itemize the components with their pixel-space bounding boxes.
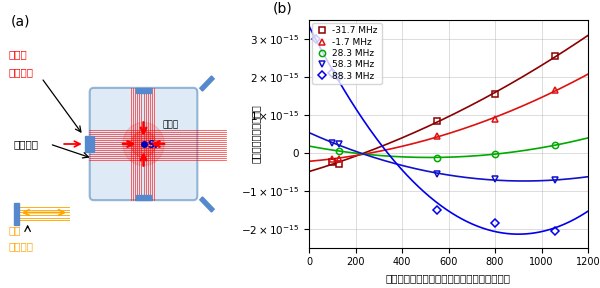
-31.7 MHz <box>491 92 499 96</box>
58.3 MHz <box>552 179 559 182</box>
Text: (a): (a) <box>11 14 31 29</box>
Line: 58.3 MHz: 58.3 MHz <box>329 140 559 183</box>
Polygon shape <box>200 76 214 91</box>
Text: 光共振器: 光共振器 <box>14 139 39 149</box>
Text: 冷却光: 冷却光 <box>163 121 179 130</box>
88.3 MHz <box>552 229 559 232</box>
-1.7 MHz <box>433 134 440 138</box>
Text: レーザー: レーザー <box>8 241 33 251</box>
-1.7 MHz <box>335 157 343 160</box>
-1.7 MHz <box>552 89 559 92</box>
Text: 光格子: 光格子 <box>8 50 27 60</box>
-31.7 MHz <box>552 54 559 58</box>
Bar <box>14 203 19 225</box>
Circle shape <box>131 131 156 157</box>
Line: -1.7 MHz: -1.7 MHz <box>329 87 559 162</box>
88.3 MHz <box>433 208 440 211</box>
FancyBboxPatch shape <box>90 88 197 200</box>
-1.7 MHz <box>329 157 336 160</box>
28.3 MHz <box>433 156 440 160</box>
X-axis label: トラップ深さ　（光子反跳エネルギー単位）: トラップ深さ （光子反跳エネルギー単位） <box>386 273 511 283</box>
28.3 MHz <box>552 143 559 147</box>
Bar <box>89 136 94 152</box>
28.3 MHz <box>491 152 499 155</box>
88.3 MHz <box>335 75 343 79</box>
Text: Sr: Sr <box>148 141 160 150</box>
-31.7 MHz <box>329 161 336 164</box>
88.3 MHz <box>491 221 499 225</box>
88.3 MHz <box>329 71 336 75</box>
Bar <box>85 136 90 152</box>
58.3 MHz <box>491 178 499 181</box>
-1.7 MHz <box>491 117 499 120</box>
Line: -31.7 MHz: -31.7 MHz <box>329 53 559 167</box>
-31.7 MHz <box>433 119 440 122</box>
Text: 時計: 時計 <box>8 225 21 235</box>
Text: レーザー: レーザー <box>8 67 33 77</box>
58.3 MHz <box>329 142 336 145</box>
Legend: -31.7 MHz, -1.7 MHz, 28.3 MHz, 58.3 MHz, 88.3 MHz: -31.7 MHz, -1.7 MHz, 28.3 MHz, 58.3 MHz,… <box>312 23 382 84</box>
58.3 MHz <box>335 143 343 146</box>
Line: 28.3 MHz: 28.3 MHz <box>336 142 559 161</box>
Line: 88.3 MHz: 88.3 MHz <box>313 36 559 234</box>
Circle shape <box>123 122 164 166</box>
88.3 MHz <box>313 37 320 41</box>
Polygon shape <box>200 197 214 212</box>
-31.7 MHz <box>335 162 343 166</box>
Text: (b): (b) <box>273 2 292 16</box>
Text: 相対的な光シフトの銀: 相対的な光シフトの銀 <box>251 105 261 163</box>
Bar <box>136 88 151 93</box>
58.3 MHz <box>433 172 440 175</box>
28.3 MHz <box>335 149 343 153</box>
Bar <box>136 195 151 200</box>
